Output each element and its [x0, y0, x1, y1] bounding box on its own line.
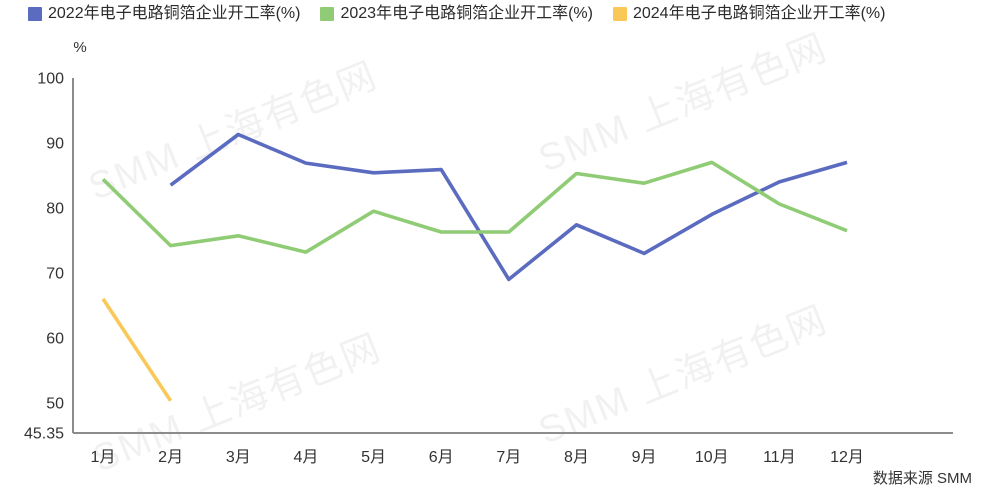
series-line-2022	[169, 132, 848, 282]
series-lines	[101, 132, 848, 402]
x-tick-label: 10月	[695, 449, 729, 466]
x-axis: 1月 2月 3月 4月 5月 6月 7月 8月 9月 10月 11月 12月	[73, 432, 953, 466]
y-axis-unit-label: %	[73, 39, 86, 56]
x-tick-label: 6月	[429, 449, 454, 466]
x-tick-label: 2月	[158, 449, 183, 466]
legend: 2022年电子电路铜箔企业开工率(%) 2023年电子电路铜箔企业开工率(%) …	[28, 5, 885, 23]
x-tick-label: 11月	[763, 449, 796, 466]
x-tick-label: 12月	[830, 449, 864, 466]
legend-label-2022: 2022年电子电路铜箔企业开工率(%)	[48, 5, 301, 22]
legend-swatch-2024	[612, 7, 627, 21]
y-tick-label: 80	[46, 200, 64, 217]
y-tick-label: 90	[46, 135, 64, 152]
x-tick-label: 3月	[226, 449, 251, 466]
series-line-2023	[101, 160, 848, 254]
y-axis: % 100 90 80 70 60 50 45.35	[24, 39, 87, 443]
y-tick-label: 60	[46, 330, 64, 347]
x-tick-label: 8月	[564, 449, 589, 466]
series-line-2024	[101, 297, 173, 402]
legend-item-2022[interactable]: 2022年电子电路铜箔企业开工率(%)	[28, 5, 300, 23]
legend-item-2024[interactable]: 2024年电子电路铜箔企业开工率(%)	[612, 5, 886, 23]
y-tick-label: 45.35	[24, 426, 64, 443]
legend-label-2024: 2024年电子电路铜箔企业开工率(%)	[632, 5, 886, 22]
legend-label-2023: 2023年电子电路铜箔企业开工率(%)	[340, 5, 593, 22]
x-tick-label: 9月	[632, 449, 657, 466]
y-tick-label: 50	[46, 395, 64, 412]
legend-item-2023[interactable]: 2023年电子电路铜箔企业开工率(%)	[320, 5, 593, 23]
x-tick-label: 4月	[293, 449, 318, 466]
data-source-label: 数据来源 SMM	[872, 470, 972, 487]
x-tick-label: 1月	[91, 449, 116, 466]
x-tick-label: 7月	[496, 449, 521, 466]
legend-swatch-2022	[28, 7, 42, 21]
y-tick-label: 100	[37, 71, 64, 88]
y-tick-label: 70	[46, 265, 64, 282]
legend-swatch-2023	[320, 7, 335, 21]
x-tick-label: 5月	[361, 449, 386, 466]
